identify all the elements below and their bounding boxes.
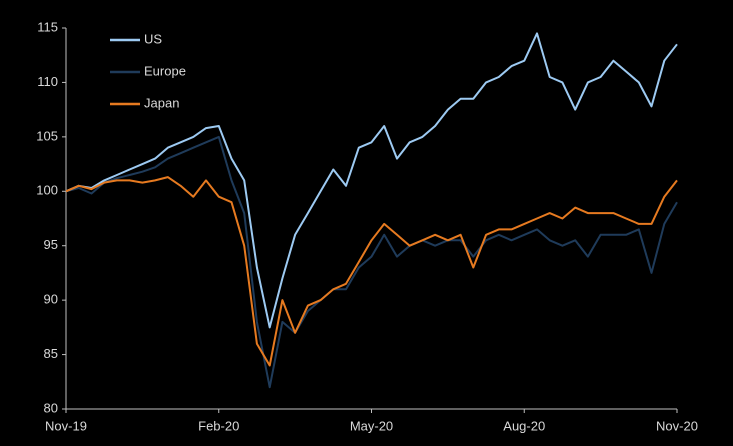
series-line: [65, 135, 678, 389]
legend-label: Europe: [144, 63, 186, 78]
x-tick-label: Feb-20: [198, 418, 239, 433]
y-tick-label: 95: [44, 237, 58, 252]
legend-label: US: [144, 31, 162, 46]
series-line: [65, 176, 678, 367]
y-tick-label: 85: [44, 346, 58, 361]
y-tick-label: 80: [44, 400, 58, 415]
x-tick-label: Aug-20: [503, 418, 545, 433]
legend-label: Japan: [144, 95, 179, 110]
y-tick-label: 100: [36, 183, 58, 198]
y-tick-label: 110: [37, 74, 58, 89]
series-line: [65, 32, 678, 329]
y-tick-label: 105: [36, 128, 58, 143]
y-tick-label: 90: [44, 292, 58, 307]
x-tick-label: May-20: [350, 418, 393, 433]
x-tick-label: Nov-19: [45, 418, 87, 433]
x-tick-label: Nov-20: [656, 418, 698, 433]
y-tick-label: 115: [37, 19, 58, 34]
